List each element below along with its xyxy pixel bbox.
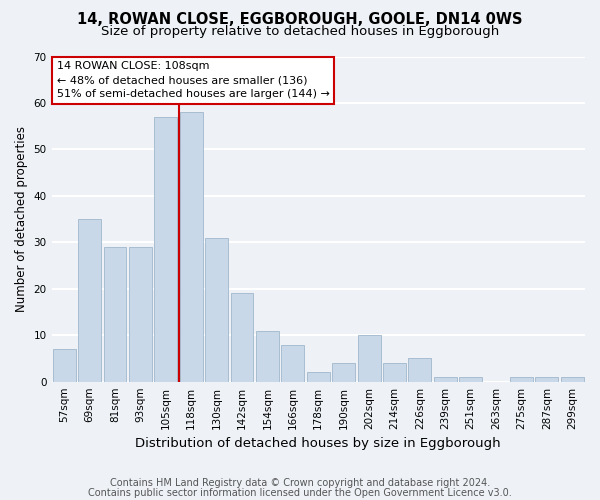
Bar	[129, 247, 152, 382]
Bar	[510, 377, 533, 382]
Bar	[459, 377, 482, 382]
Bar	[53, 349, 76, 382]
Bar	[281, 344, 304, 382]
Text: 14, ROWAN CLOSE, EGGBOROUGH, GOOLE, DN14 0WS: 14, ROWAN CLOSE, EGGBOROUGH, GOOLE, DN14…	[77, 12, 523, 28]
Y-axis label: Number of detached properties: Number of detached properties	[15, 126, 28, 312]
Bar	[104, 247, 127, 382]
Bar	[230, 294, 253, 382]
Bar	[205, 238, 228, 382]
Bar	[332, 363, 355, 382]
Bar	[434, 377, 457, 382]
Text: Contains HM Land Registry data © Crown copyright and database right 2024.: Contains HM Land Registry data © Crown c…	[110, 478, 490, 488]
Text: 14 ROWAN CLOSE: 108sqm
← 48% of detached houses are smaller (136)
51% of semi-de: 14 ROWAN CLOSE: 108sqm ← 48% of detached…	[57, 62, 330, 100]
Bar	[78, 219, 101, 382]
Bar	[307, 372, 330, 382]
Bar	[383, 363, 406, 382]
Bar	[535, 377, 559, 382]
Bar	[358, 335, 380, 382]
Bar	[256, 330, 279, 382]
Text: Size of property relative to detached houses in Eggborough: Size of property relative to detached ho…	[101, 25, 499, 38]
Bar	[180, 112, 203, 382]
Bar	[561, 377, 584, 382]
Bar	[409, 358, 431, 382]
Bar	[154, 117, 177, 382]
Text: Contains public sector information licensed under the Open Government Licence v3: Contains public sector information licen…	[88, 488, 512, 498]
X-axis label: Distribution of detached houses by size in Eggborough: Distribution of detached houses by size …	[136, 437, 501, 450]
